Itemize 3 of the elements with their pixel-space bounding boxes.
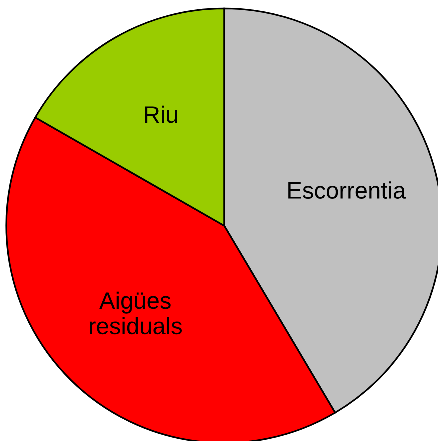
slice-label: Escorrentia [288, 182, 406, 200]
slice-label: Aigües residuals [90, 292, 182, 335]
slice-label: Riu [145, 106, 178, 124]
